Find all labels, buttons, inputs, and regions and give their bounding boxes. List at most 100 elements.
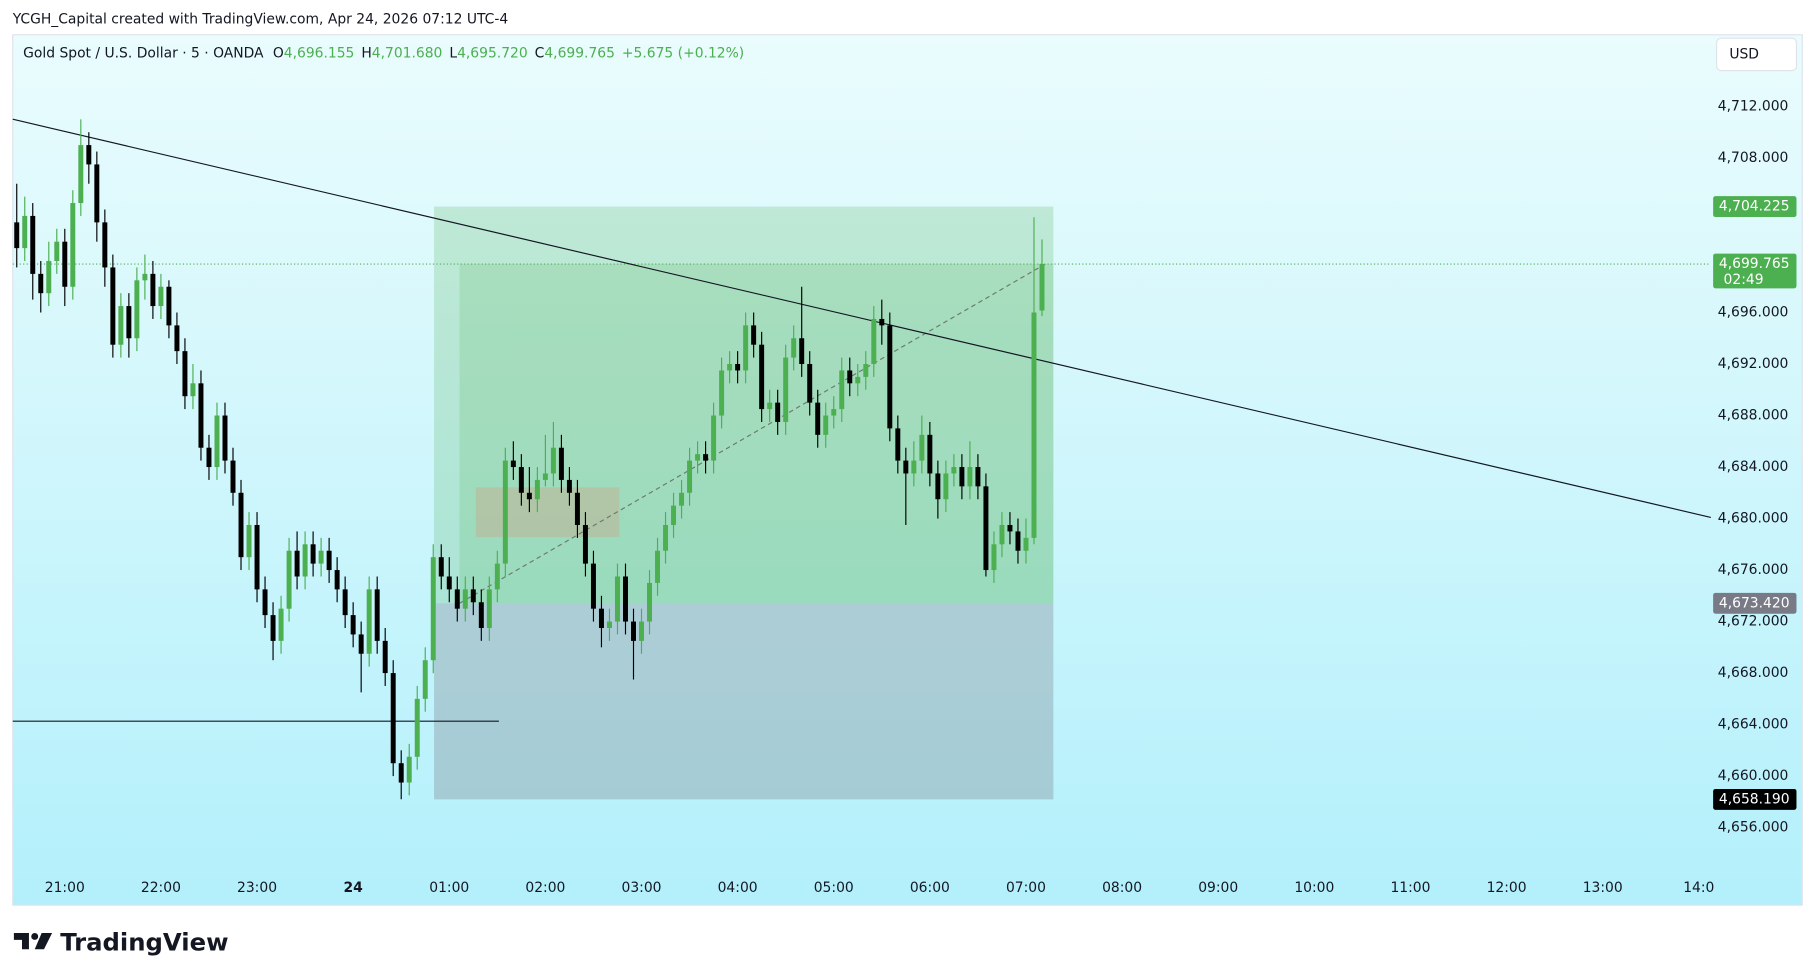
candle-body bbox=[294, 550, 300, 577]
y-tick-label: 4,672.000 bbox=[1718, 614, 1789, 630]
y-tick-label: 4,664.000 bbox=[1718, 717, 1789, 733]
candle-body bbox=[190, 383, 196, 397]
target-zone bbox=[434, 206, 1054, 604]
ohlc-key: H bbox=[361, 45, 371, 61]
y-tick-label: 4,660.000 bbox=[1718, 768, 1789, 784]
change: +5.675 (+0.12%) bbox=[622, 45, 744, 61]
candle-body bbox=[38, 273, 44, 294]
candle-body bbox=[847, 370, 853, 384]
candle-body bbox=[230, 460, 236, 493]
candle-body bbox=[863, 364, 869, 377]
candle-body bbox=[62, 241, 68, 287]
price-label-box bbox=[1713, 592, 1797, 614]
candle-body bbox=[614, 576, 620, 622]
symbol-title: Gold Spot / U.S. Dollar · 5 · OANDA O4,69… bbox=[23, 45, 744, 61]
candle-body bbox=[791, 338, 797, 358]
candle-body bbox=[526, 492, 532, 500]
candle-body bbox=[1039, 264, 1045, 311]
ohlc-value: 4,701.680 bbox=[372, 45, 443, 61]
candle-body bbox=[655, 550, 661, 583]
candle-body bbox=[438, 557, 444, 577]
candle-body bbox=[54, 241, 60, 261]
candle-body bbox=[735, 364, 741, 371]
candle-body bbox=[398, 763, 404, 783]
candle-body bbox=[807, 364, 813, 403]
ohlc-value: 4,699.765 bbox=[544, 45, 615, 61]
candle-body bbox=[310, 544, 316, 564]
candle-body bbox=[647, 582, 652, 622]
candle-body bbox=[278, 608, 284, 641]
x-tick-label: 24 bbox=[343, 880, 363, 896]
candle-body bbox=[502, 460, 508, 564]
candle-body bbox=[719, 370, 725, 416]
y-tick-label: 4,712.000 bbox=[1718, 98, 1789, 114]
candle-body bbox=[582, 524, 588, 564]
x-tick-label: 14:0 bbox=[1683, 880, 1714, 896]
candle-body bbox=[254, 524, 260, 590]
candle-body bbox=[855, 376, 861, 384]
trendline bbox=[12, 118, 1711, 518]
candle-body bbox=[935, 473, 941, 500]
candle-body bbox=[991, 544, 997, 571]
y-tick-label: 4,708.000 bbox=[1718, 150, 1789, 166]
candle-body bbox=[783, 357, 789, 422]
candle-body bbox=[566, 479, 572, 493]
candle-body bbox=[510, 460, 516, 468]
x-tick-label: 12:00 bbox=[1487, 880, 1527, 896]
candle-body bbox=[286, 550, 292, 609]
candle-body bbox=[150, 273, 156, 307]
currency-button[interactable] bbox=[1716, 37, 1798, 72]
x-tick-label: 02:00 bbox=[525, 880, 565, 896]
candle-body bbox=[927, 434, 933, 474]
candle-body bbox=[94, 164, 100, 223]
candle-body bbox=[118, 306, 124, 345]
x-tick-label: 11:00 bbox=[1390, 880, 1430, 896]
candle-body bbox=[182, 351, 188, 397]
x-tick-label: 01:00 bbox=[429, 880, 469, 896]
x-tick-label: 21:00 bbox=[45, 880, 85, 896]
x-tick-label: 09:00 bbox=[1198, 880, 1238, 896]
candle-body bbox=[903, 460, 909, 474]
candle-body bbox=[542, 473, 548, 480]
candle-body bbox=[406, 756, 412, 783]
x-tick-label: 10:00 bbox=[1294, 880, 1334, 896]
plot bbox=[12, 118, 1711, 800]
candle-body bbox=[574, 492, 580, 525]
price-label: 4,658.190 bbox=[1719, 791, 1790, 807]
ohlc-value: 4,696.155 bbox=[284, 45, 355, 61]
y-tick-label: 4,692.000 bbox=[1718, 356, 1789, 372]
price-label: 4,673.420 bbox=[1719, 595, 1790, 611]
y-tick-label: 4,668.000 bbox=[1718, 665, 1789, 681]
legend-header: Gold Spot / U.S. Dollar · 5 · OANDA O4,69… bbox=[23, 45, 744, 61]
candle-body bbox=[598, 608, 604, 628]
ohlc-key: O bbox=[273, 45, 284, 61]
candle-body bbox=[126, 306, 132, 339]
candle-body bbox=[943, 473, 949, 500]
x-tick-label: 04:00 bbox=[718, 880, 758, 896]
zone-box bbox=[475, 487, 620, 538]
candle-body bbox=[911, 460, 917, 474]
ohlc-value: 4,695.720 bbox=[457, 45, 528, 61]
candle-body bbox=[759, 344, 765, 410]
candle-body bbox=[238, 492, 244, 558]
candle-body bbox=[879, 318, 885, 326]
candle-body bbox=[951, 467, 957, 474]
candle-body bbox=[270, 615, 276, 641]
candle-body bbox=[831, 409, 837, 416]
currency[interactable]: USD bbox=[1729, 46, 1759, 62]
candle-body bbox=[919, 434, 925, 461]
price-label: 4,704.225 bbox=[1719, 199, 1790, 215]
candle-body bbox=[671, 505, 677, 525]
candle-body bbox=[142, 273, 148, 281]
profit-zone bbox=[459, 264, 1054, 604]
candle-body bbox=[775, 402, 781, 422]
candle-body bbox=[639, 621, 644, 641]
price-label: 4,699.765 bbox=[1719, 256, 1790, 272]
candle-body bbox=[799, 338, 805, 365]
candle-body bbox=[478, 602, 484, 629]
candle-body bbox=[727, 364, 733, 371]
candle-body bbox=[558, 447, 564, 480]
logo-icon bbox=[13, 932, 53, 950]
candle-body bbox=[390, 673, 396, 764]
